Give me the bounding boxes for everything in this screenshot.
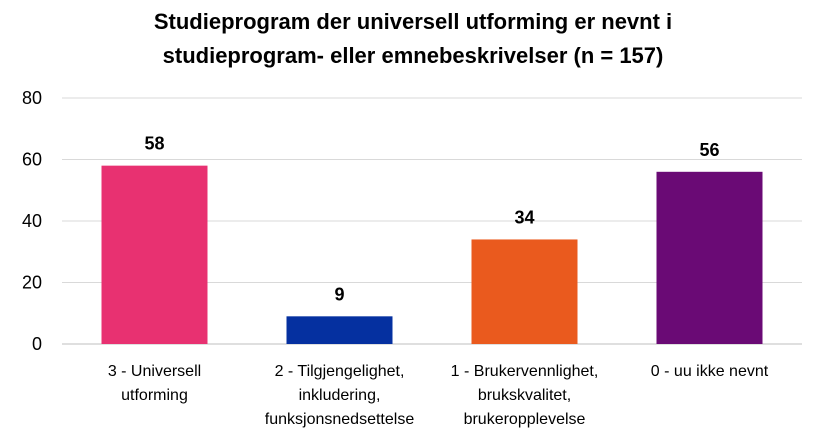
data-label: 34 bbox=[514, 207, 534, 227]
x-category-label: 0 - uu ikke nevnt bbox=[651, 363, 769, 380]
data-label: 56 bbox=[699, 140, 719, 160]
y-axis-ticks: 0 20 40 60 80 bbox=[22, 88, 42, 354]
x-category-label: inkludering, bbox=[299, 387, 381, 404]
chart-title-line-1: Studieprogram der universell utforming e… bbox=[154, 9, 672, 34]
bar bbox=[471, 239, 578, 344]
data-label: 58 bbox=[144, 134, 164, 154]
x-category-label: funksjonsnedsettelse bbox=[265, 411, 415, 428]
y-tick-label: 20 bbox=[22, 273, 42, 293]
bar bbox=[656, 171, 763, 344]
bars bbox=[101, 165, 763, 344]
bar bbox=[101, 165, 208, 344]
x-axis-categories: 3 - Universell utforming 2 - Tilgjengeligh… bbox=[108, 363, 769, 428]
x-category-label: 1 - Brukervennlighet, bbox=[451, 363, 599, 380]
data-labels: 58 9 34 56 bbox=[144, 134, 719, 305]
bar bbox=[286, 316, 393, 344]
data-label: 9 bbox=[334, 284, 344, 304]
chart-title-line-2: studieprogram- eller emnebeskrivelser (n… bbox=[163, 43, 664, 68]
x-category-label: 3 - Universell bbox=[108, 363, 201, 380]
y-tick-label: 80 bbox=[22, 88, 42, 108]
x-category-label: utforming bbox=[121, 387, 188, 404]
y-tick-label: 0 bbox=[32, 334, 42, 354]
y-tick-label: 40 bbox=[22, 211, 42, 231]
x-category-label: 2 - Tilgjengelighet, bbox=[275, 363, 405, 380]
y-tick-label: 60 bbox=[22, 150, 42, 170]
x-category-label: brukeropplevelse bbox=[464, 411, 586, 428]
x-category-label: brukskvalitet, bbox=[478, 387, 571, 404]
